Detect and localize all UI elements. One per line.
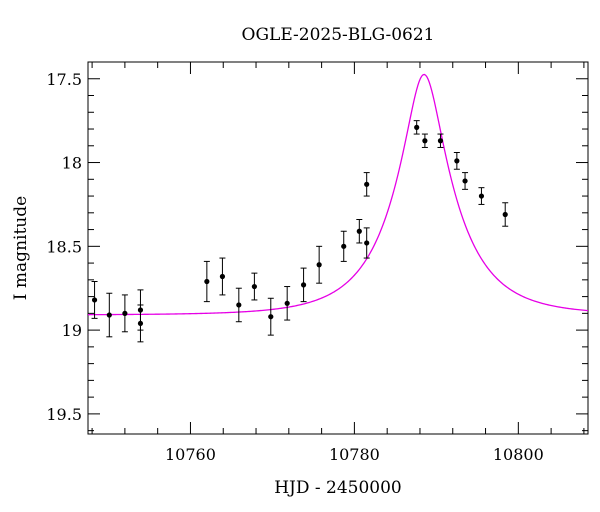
data-marker: [422, 138, 428, 144]
model-curve: [88, 73, 589, 316]
data-marker: [219, 273, 226, 280]
data-point: [316, 245, 323, 284]
data-point: [300, 267, 307, 303]
data-point: [137, 304, 144, 343]
data-marker: [137, 320, 144, 327]
data-marker: [454, 158, 460, 164]
data-marker: [251, 283, 257, 290]
data-marker: [502, 211, 508, 218]
y-tick-labels: 17.5 18 18.5 19 19.5: [46, 70, 82, 424]
chart-title: OGLE-2025-BLG-0621: [242, 25, 435, 45]
x-tick-labels: 10760 10780 10800: [165, 445, 544, 464]
data-point: [91, 281, 98, 319]
data-point: [462, 172, 469, 190]
data-marker: [356, 228, 362, 234]
y-tick-label: 19: [62, 321, 82, 340]
data-points: [91, 120, 509, 343]
y-tick-label: 19.5: [46, 405, 82, 424]
data-marker: [316, 262, 322, 268]
data-marker: [91, 297, 98, 303]
x-axis-label: HJD - 2450000: [274, 478, 402, 498]
data-point: [284, 286, 291, 321]
data-point: [363, 172, 370, 197]
data-marker: [236, 302, 242, 308]
data-point: [437, 133, 444, 148]
data-point: [121, 294, 128, 333]
data-marker: [462, 178, 468, 184]
x-tick-label: 10800: [493, 445, 544, 464]
data-marker: [204, 278, 210, 285]
y-tick-label: 18.5: [46, 237, 82, 256]
y-tick-label: 17.5: [46, 70, 82, 89]
data-point: [421, 133, 428, 148]
plot-frame: [87, 61, 589, 435]
data-marker: [284, 300, 290, 306]
data-marker: [437, 138, 444, 144]
data-marker: [414, 124, 420, 130]
data-marker: [122, 310, 128, 316]
data-point: [502, 202, 509, 227]
data-point: [106, 292, 113, 338]
data-marker: [364, 181, 370, 187]
data-marker: [341, 243, 347, 249]
data-point: [203, 260, 210, 303]
data-point: [356, 219, 363, 244]
data-marker: [106, 312, 112, 318]
x-tick-label: 10760: [165, 445, 216, 464]
data-marker: [478, 193, 485, 199]
data-point: [413, 120, 420, 135]
data-point: [235, 287, 242, 323]
y-axis-label: I magnitude: [11, 196, 31, 300]
plot-area: [88, 73, 589, 343]
data-marker: [268, 314, 274, 320]
data-point: [251, 272, 258, 301]
data-marker: [364, 240, 370, 246]
x-tick-label: 10780: [329, 445, 380, 464]
axis-ticks: [88, 61, 588, 434]
data-point: [478, 187, 485, 205]
data-point: [363, 227, 370, 259]
data-point: [267, 297, 274, 336]
data-marker: [300, 282, 307, 288]
data-point: [219, 257, 226, 296]
data-point: [453, 151, 460, 170]
data-point: [340, 230, 347, 262]
y-tick-label: 18: [62, 154, 82, 173]
